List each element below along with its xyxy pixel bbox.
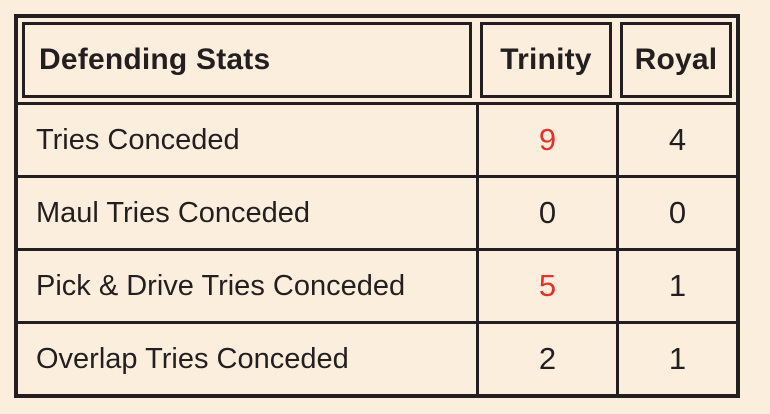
header-cell-trinity: Trinity [476,18,616,102]
column-header-trinity: Trinity [480,22,612,98]
row-label: Tries Conceded [36,123,240,156]
royal-value: 1 [616,251,736,321]
header-cell-title: Defending Stats [18,18,476,102]
table-header-row: Defending Stats Trinity Royal [18,18,736,102]
table-row: Tries Conceded 9 4 [18,102,736,175]
row-label: Pick & Drive Tries Conceded [36,269,406,302]
trinity-value: 9 [476,105,616,175]
trinity-value: 0 [476,178,616,248]
header-cell-royal: Royal [616,18,736,102]
royal-value: 0 [616,178,736,248]
column-header-royal: Royal [620,22,732,98]
trinity-value: 2 [476,324,616,394]
table-row: Pick & Drive Tries Conceded 5 1 [18,248,736,321]
table-title: Defending Stats [22,22,472,98]
row-label: Maul Tries Conceded [36,196,311,229]
table-row: Maul Tries Conceded 0 0 [18,175,736,248]
royal-value: 1 [616,324,736,394]
table-row: Overlap Tries Conceded 2 1 [18,321,736,394]
trinity-value: 5 [476,251,616,321]
row-label: Overlap Tries Conceded [36,342,349,375]
royal-value: 4 [616,105,736,175]
defending-stats-table: Defending Stats Trinity Royal Tries Conc… [14,14,740,398]
